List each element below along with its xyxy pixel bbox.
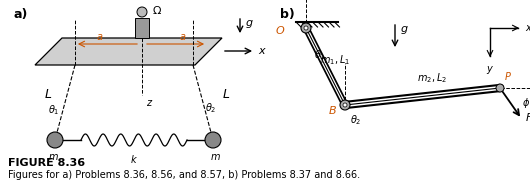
Circle shape: [301, 23, 311, 33]
Text: b): b): [280, 8, 295, 21]
Text: $a$: $a$: [179, 32, 187, 42]
Text: a): a): [14, 8, 29, 21]
Text: $g$: $g$: [400, 24, 409, 36]
Text: $z$: $z$: [146, 98, 153, 108]
Text: $\phi$: $\phi$: [522, 96, 530, 110]
Text: $x$: $x$: [525, 23, 530, 33]
Text: $L$: $L$: [44, 89, 52, 102]
Text: $m$: $m$: [209, 152, 220, 162]
Text: $m$: $m$: [48, 152, 58, 162]
Text: $F$: $F$: [525, 111, 530, 123]
Text: $O$: $O$: [275, 24, 285, 36]
Text: FIGURE 8.36: FIGURE 8.36: [8, 158, 85, 168]
Circle shape: [340, 100, 350, 110]
Text: $k$: $k$: [130, 153, 138, 165]
Text: Figures for a) Problems 8.36, 8.56, and 8.57, b) Problems 8.37 and 8.66.: Figures for a) Problems 8.36, 8.56, and …: [8, 170, 360, 180]
Text: $P$: $P$: [504, 70, 512, 82]
Text: $m_2, L_2$: $m_2, L_2$: [417, 71, 447, 85]
Circle shape: [304, 26, 308, 30]
Text: $L$: $L$: [222, 89, 230, 102]
Text: $m_1, L_1$: $m_1, L_1$: [320, 53, 350, 67]
Text: $\Omega$: $\Omega$: [152, 4, 162, 16]
Text: $x$: $x$: [258, 46, 267, 56]
Polygon shape: [35, 38, 222, 65]
Text: $\theta_1$: $\theta_1$: [314, 48, 325, 62]
Text: $y$: $y$: [486, 64, 494, 76]
Text: $B$: $B$: [328, 104, 337, 116]
Circle shape: [137, 7, 147, 17]
Circle shape: [343, 103, 347, 107]
Circle shape: [47, 132, 63, 148]
Text: $\theta_2$: $\theta_2$: [205, 101, 217, 115]
Bar: [135, 18, 149, 38]
Circle shape: [496, 84, 504, 92]
Text: $\theta_2$: $\theta_2$: [350, 113, 361, 127]
Text: $\theta_1$: $\theta_1$: [48, 103, 60, 117]
Text: $g$: $g$: [245, 18, 254, 30]
Circle shape: [205, 132, 221, 148]
Text: $a$: $a$: [96, 32, 104, 42]
